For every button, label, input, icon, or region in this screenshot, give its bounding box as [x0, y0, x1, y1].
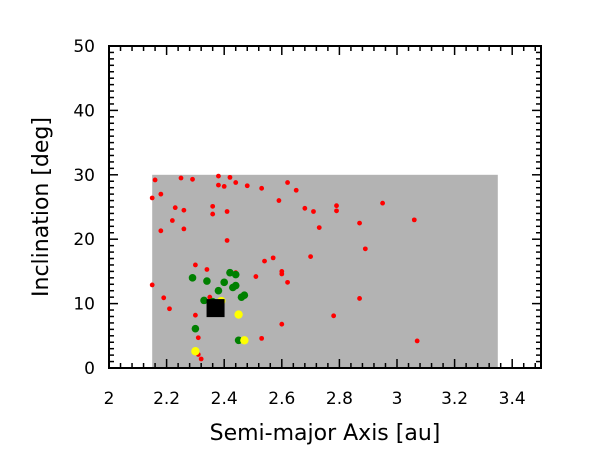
y-tick-label: 50 — [73, 37, 95, 57]
green-point — [200, 296, 208, 305]
red-point — [411, 217, 417, 223]
red-point — [276, 198, 282, 203]
x-axis-title: Semi-major Axis [au] — [210, 421, 441, 446]
x-tick-labels: 2 2.2 2.4 2.6 2.8 3 3.2 3.4 — [104, 389, 526, 409]
red-point — [414, 338, 420, 344]
red-point — [227, 174, 233, 180]
red-point — [204, 267, 210, 272]
red-point — [149, 195, 155, 201]
red-point — [181, 226, 187, 232]
red-point — [149, 282, 155, 288]
y-tick-label: 10 — [73, 295, 95, 315]
x-tick-label: 3.4 — [499, 389, 526, 409]
x-tick-label: 3.2 — [441, 389, 468, 409]
yellow-point — [240, 336, 249, 345]
red-point — [259, 185, 265, 191]
x-tick-label: 2.2 — [153, 389, 180, 409]
red-point — [224, 209, 230, 214]
red-point — [193, 312, 198, 318]
green-point — [214, 286, 223, 295]
red-point — [380, 200, 385, 206]
y-tick-label: 0 — [84, 359, 95, 379]
red-point — [152, 177, 158, 183]
red-point — [285, 279, 290, 285]
green-point — [226, 268, 234, 277]
red-point — [210, 211, 216, 217]
points-layer — [149, 173, 420, 362]
red-point — [210, 203, 216, 209]
red-point — [259, 335, 265, 341]
red-point — [334, 203, 339, 209]
red-point — [362, 246, 368, 252]
green-point — [231, 270, 240, 279]
red-point — [161, 295, 167, 301]
yellow-point — [191, 347, 200, 356]
red-point — [279, 271, 285, 277]
red-point — [316, 225, 322, 231]
red-point — [169, 218, 175, 223]
red-point — [357, 220, 362, 226]
red-point — [158, 191, 164, 197]
y-tick-labels: 0 10 20 30 40 50 — [73, 37, 95, 379]
y-tick-label: 40 — [73, 101, 95, 121]
red-point — [216, 182, 221, 188]
red-point — [167, 306, 172, 312]
red-point — [308, 254, 313, 259]
y-tick-label: 20 — [73, 230, 95, 250]
green-point — [191, 324, 200, 333]
x-tick-label: 2 — [104, 389, 115, 409]
shaded-region — [152, 174, 498, 368]
red-point — [178, 175, 184, 181]
red-point — [285, 180, 290, 185]
y-tick-label: 30 — [73, 166, 95, 186]
red-point — [357, 296, 362, 301]
red-point — [253, 274, 259, 279]
x-tick-label: 2.6 — [268, 389, 295, 409]
red-point — [244, 183, 250, 189]
red-point — [270, 255, 276, 261]
red-point — [195, 335, 201, 341]
red-point — [216, 173, 221, 179]
red-point — [302, 205, 308, 211]
y-axis-title: Inclination [deg] — [29, 117, 54, 297]
black-square-point — [206, 299, 225, 318]
green-point — [240, 291, 249, 300]
red-point — [334, 208, 339, 214]
red-point — [193, 262, 198, 268]
green-point — [203, 277, 211, 285]
red-point — [279, 321, 285, 327]
red-point — [331, 313, 337, 319]
red-point — [293, 187, 299, 193]
red-point — [181, 207, 187, 213]
x-tick-label: 3 — [392, 389, 403, 409]
red-point — [198, 356, 204, 362]
red-point — [190, 176, 195, 182]
green-point — [188, 274, 197, 282]
x-tick-label: 2.8 — [326, 389, 353, 409]
red-point — [158, 228, 164, 234]
red-point — [233, 180, 239, 185]
yellow-point — [234, 310, 243, 319]
red-point — [311, 209, 316, 214]
x-tick-label: 2.4 — [211, 389, 238, 409]
ticks-layer — [108, 45, 541, 369]
green-point — [220, 278, 228, 287]
red-point — [262, 258, 267, 264]
red-point — [172, 205, 178, 211]
red-point — [221, 183, 227, 189]
green-point — [231, 281, 240, 290]
red-point — [224, 238, 230, 243]
green-point — [234, 336, 243, 345]
